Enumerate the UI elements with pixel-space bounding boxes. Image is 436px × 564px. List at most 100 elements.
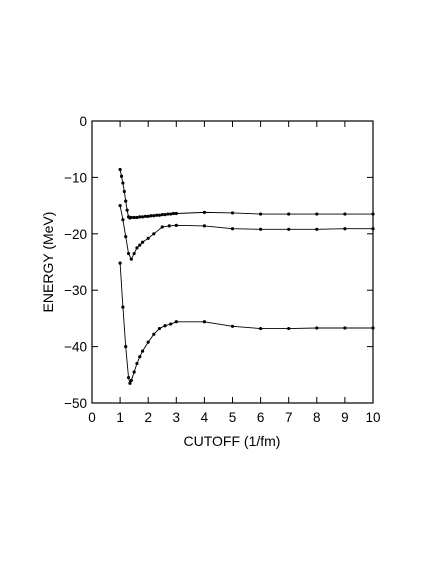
data-point bbox=[174, 223, 178, 227]
data-point bbox=[146, 236, 150, 240]
data-point bbox=[174, 211, 178, 216]
x-tick-label: 4 bbox=[201, 410, 209, 425]
y-tick-label: −20 bbox=[64, 227, 87, 242]
data-point bbox=[122, 189, 126, 194]
series-group bbox=[118, 167, 375, 385]
data-point bbox=[157, 213, 162, 217]
series-line bbox=[119, 169, 373, 219]
data-point bbox=[138, 355, 142, 359]
data-point bbox=[152, 232, 156, 236]
data-point bbox=[171, 211, 176, 216]
data-point bbox=[138, 243, 142, 247]
data-point bbox=[202, 320, 206, 324]
data-point bbox=[140, 349, 145, 353]
data-point bbox=[126, 376, 131, 380]
data-point bbox=[118, 167, 122, 172]
data-point bbox=[169, 212, 173, 216]
data-point bbox=[371, 326, 375, 330]
data-point bbox=[140, 215, 145, 219]
data-point bbox=[157, 326, 162, 331]
x-tick-label: 5 bbox=[229, 410, 237, 425]
data-point bbox=[128, 381, 132, 385]
data-point bbox=[230, 227, 235, 231]
data-point bbox=[129, 257, 133, 261]
data-point bbox=[315, 326, 319, 330]
series-2 bbox=[118, 204, 375, 261]
data-point bbox=[118, 261, 122, 265]
plot-frame bbox=[91, 120, 374, 404]
x-tick-label: 1 bbox=[116, 410, 124, 425]
x-tick-label: 6 bbox=[257, 410, 265, 425]
data-point bbox=[202, 224, 206, 228]
y-axis: 0 −10 −20 −30 −40 −50 bbox=[64, 114, 373, 411]
data-point bbox=[146, 214, 150, 218]
x-tick-label: 7 bbox=[285, 410, 293, 425]
data-point bbox=[160, 225, 164, 229]
x-tick-label: 2 bbox=[144, 410, 152, 425]
data-point bbox=[143, 214, 147, 218]
data-point bbox=[163, 324, 167, 328]
data-point bbox=[135, 361, 139, 366]
data-point bbox=[315, 227, 319, 231]
x-tick-label: 9 bbox=[341, 410, 349, 425]
data-point bbox=[121, 181, 125, 185]
data-point bbox=[259, 212, 263, 216]
y-axis-title: ENERGY (MeV) bbox=[40, 212, 56, 313]
x-tick-label: 8 bbox=[313, 410, 321, 425]
data-point bbox=[152, 332, 156, 336]
data-point bbox=[119, 174, 124, 178]
y-tick-label: −50 bbox=[64, 396, 87, 411]
data-point bbox=[149, 214, 153, 218]
data-point bbox=[287, 212, 291, 216]
data-point bbox=[155, 213, 159, 217]
y-tick-label: −30 bbox=[64, 283, 87, 298]
data-point bbox=[174, 320, 178, 324]
data-point bbox=[230, 211, 235, 215]
data-point bbox=[230, 324, 235, 328]
data-point bbox=[166, 212, 170, 216]
y-tick-label: 0 bbox=[79, 114, 87, 129]
data-point bbox=[152, 214, 156, 218]
data-point bbox=[135, 246, 139, 250]
data-point bbox=[124, 235, 128, 239]
data-point bbox=[202, 210, 206, 214]
data-point bbox=[146, 340, 150, 344]
x-axis-title: CUTOFF (1/fm) bbox=[184, 433, 281, 449]
data-point bbox=[121, 218, 125, 222]
data-point bbox=[343, 227, 347, 231]
data-point bbox=[287, 227, 291, 231]
data-point bbox=[343, 326, 347, 330]
data-point bbox=[138, 215, 142, 219]
data-point bbox=[371, 227, 375, 231]
data-point bbox=[163, 213, 167, 217]
data-point bbox=[125, 208, 129, 212]
series-3 bbox=[118, 261, 375, 385]
x-tick-label: 3 bbox=[173, 410, 181, 425]
data-point bbox=[343, 212, 347, 216]
data-point bbox=[129, 378, 133, 383]
data-point bbox=[126, 251, 131, 256]
data-point bbox=[287, 326, 291, 331]
data-point bbox=[124, 345, 128, 349]
data-point bbox=[124, 199, 128, 203]
data-point bbox=[118, 204, 122, 208]
data-point bbox=[132, 215, 136, 220]
data-point bbox=[140, 240, 145, 244]
y-tick-label: −10 bbox=[64, 170, 87, 185]
data-point bbox=[259, 227, 263, 231]
x-tick-label: 0 bbox=[88, 410, 96, 425]
data-point bbox=[135, 215, 139, 220]
x-tick-label: 10 bbox=[365, 410, 380, 425]
x-axis: 0 1 2 3 4 5 6 7 8 9 10 bbox=[88, 121, 381, 425]
data-point bbox=[169, 322, 173, 326]
data-point bbox=[121, 305, 125, 309]
data-point bbox=[167, 224, 171, 228]
data-point bbox=[371, 212, 375, 216]
data-point bbox=[129, 215, 133, 220]
data-point bbox=[315, 212, 319, 216]
series-1 bbox=[118, 167, 375, 220]
data-point bbox=[132, 370, 136, 374]
data-point bbox=[132, 251, 136, 256]
data-point bbox=[259, 326, 263, 331]
